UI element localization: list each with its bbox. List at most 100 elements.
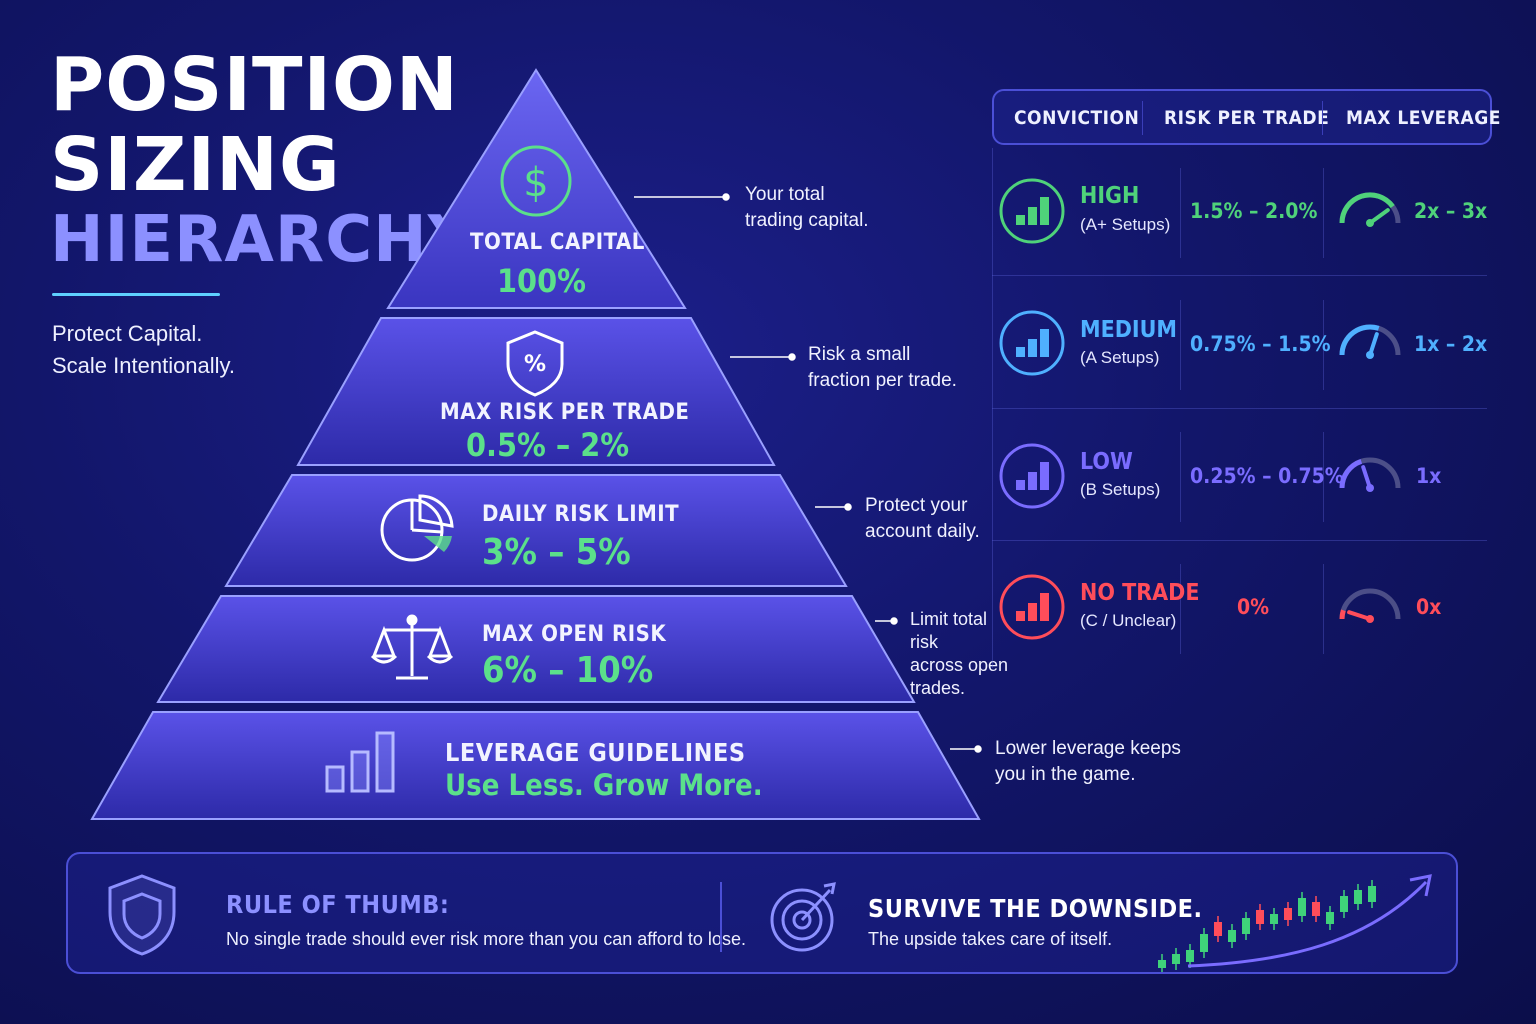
gauge-icon bbox=[1339, 192, 1401, 227]
conviction-bars-icon bbox=[999, 178, 1065, 244]
column-divider bbox=[1323, 300, 1324, 390]
tier-1-value: 100% bbox=[497, 262, 586, 300]
tier-4-title: MAX OPEN RISK bbox=[482, 622, 667, 647]
header-conviction: CONVICTION bbox=[1014, 107, 1140, 129]
callout-leaders bbox=[634, 193, 982, 753]
pyramid-tier-2 bbox=[296, 317, 776, 466]
gauge-icon bbox=[1339, 588, 1401, 623]
candle bbox=[1298, 892, 1306, 922]
leverage-value: 0x bbox=[1416, 595, 1442, 619]
conviction-sub: (C / Unclear) bbox=[1080, 611, 1177, 630]
column-divider bbox=[1323, 432, 1324, 522]
tagline-line-1: Protect Capital. bbox=[52, 321, 203, 346]
table-edge bbox=[992, 148, 993, 668]
conviction-label: HIGH bbox=[1080, 183, 1140, 209]
candle bbox=[1340, 890, 1348, 918]
callout-tier-5: Lower leverage keeps you in the game. bbox=[995, 736, 1181, 788]
leverage-value: 1x bbox=[1416, 464, 1442, 488]
scales-icon bbox=[370, 614, 454, 680]
pyramid-tier-4 bbox=[156, 595, 916, 703]
pyramid-tier-5 bbox=[90, 711, 981, 820]
callout-text: Your total bbox=[745, 184, 825, 205]
callout-tier-1: Your total trading capital. bbox=[745, 182, 869, 234]
footer-panel: RULE OF THUMB: No single trade should ev… bbox=[66, 852, 1458, 974]
column-divider bbox=[1180, 300, 1181, 390]
title-divider bbox=[52, 293, 220, 296]
risk-range: 0% bbox=[1237, 595, 1270, 619]
candle bbox=[1172, 948, 1180, 970]
row-divider bbox=[992, 408, 1487, 409]
candle bbox=[1214, 916, 1222, 942]
tier-1-title: TOTAL CAPITAL bbox=[470, 230, 645, 255]
column-divider bbox=[1180, 432, 1181, 522]
callout-text: account daily. bbox=[865, 521, 980, 542]
candle bbox=[1228, 924, 1236, 948]
callout-text: Lower leverage keeps bbox=[995, 738, 1181, 759]
candle bbox=[1256, 904, 1264, 930]
leverage-value: 2x – 3x bbox=[1414, 199, 1488, 223]
gauge-icon bbox=[1339, 457, 1401, 492]
row-divider bbox=[992, 275, 1487, 276]
conviction-sub: (A Setups) bbox=[1080, 348, 1160, 367]
title-line-2: SIZING bbox=[50, 122, 341, 208]
tagline: Protect Capital. Scale Intentionally. bbox=[52, 318, 235, 382]
header-risk-per-trade: RISK PER TRADE bbox=[1164, 107, 1330, 129]
conviction-label: NO TRADE bbox=[1080, 580, 1200, 606]
conviction-bars-icon bbox=[999, 574, 1065, 640]
conviction-bars-icon bbox=[999, 443, 1065, 509]
column-divider bbox=[1180, 564, 1181, 654]
rule-text: No single trade should ever risk more th… bbox=[226, 929, 746, 949]
column-divider bbox=[1180, 168, 1181, 258]
header-divider bbox=[1322, 101, 1323, 135]
tier-5-title: LEVERAGE GUIDELINES bbox=[445, 738, 746, 767]
candle bbox=[1326, 906, 1334, 930]
footer-divider bbox=[720, 882, 722, 952]
callout-text: risk bbox=[910, 632, 938, 652]
callout-text: across open bbox=[910, 655, 1009, 675]
tier-2-title: MAX RISK PER TRADE bbox=[440, 400, 690, 425]
conviction-sub: (B Setups) bbox=[1080, 480, 1161, 499]
rule-title: RULE OF THUMB: bbox=[226, 890, 450, 919]
header-divider bbox=[1142, 101, 1143, 135]
gauge-icon bbox=[1339, 324, 1401, 359]
callout-tier-2: Risk a small fraction per trade. bbox=[808, 342, 957, 394]
callout-text: fraction per trade. bbox=[808, 370, 957, 391]
tier-3-value: 3% – 5% bbox=[482, 532, 631, 573]
trend-arrowhead bbox=[1409, 874, 1432, 897]
trend-arrow bbox=[1187, 880, 1428, 968]
callout-text: you in the game. bbox=[995, 764, 1136, 785]
column-divider bbox=[1323, 168, 1324, 258]
conviction-table-header: CONVICTION RISK PER TRADE MAX LEVERAGE bbox=[992, 89, 1500, 145]
callout-text: trading capital. bbox=[745, 210, 869, 231]
candle bbox=[1354, 884, 1362, 910]
conviction-bars-icon bbox=[999, 310, 1065, 376]
header-max-leverage: MAX LEVERAGE bbox=[1346, 107, 1501, 129]
callout-text: Risk a small bbox=[808, 344, 911, 365]
title-line-3: HIERARCHY bbox=[50, 203, 476, 277]
candle bbox=[1200, 928, 1208, 958]
candle bbox=[1186, 944, 1194, 968]
dollar-circle-icon: $ bbox=[500, 145, 572, 217]
conviction-label: LOW bbox=[1080, 449, 1133, 475]
candle bbox=[1312, 896, 1320, 922]
tier-5-value: Use Less. Grow More. bbox=[445, 768, 763, 802]
pyramid-tier-1 bbox=[386, 68, 687, 309]
leverage-value: 1x – 2x bbox=[1414, 332, 1488, 356]
risk-range: 1.5% – 2.0% bbox=[1190, 199, 1318, 223]
percent-shield-icon: % bbox=[506, 330, 564, 397]
candle bbox=[1242, 912, 1250, 940]
survive-text: The upside takes care of itself. bbox=[868, 929, 1113, 949]
callout-text: Protect your bbox=[865, 495, 968, 516]
candle bbox=[1270, 908, 1278, 930]
conviction-label: MEDIUM bbox=[1080, 317, 1178, 343]
callout-tier-3: Protect your account daily. bbox=[865, 493, 980, 545]
svg-text:$: $ bbox=[523, 160, 548, 206]
callout-text: Limit total bbox=[910, 609, 988, 629]
candlestick-trend-icon bbox=[1158, 874, 1432, 972]
candle bbox=[1368, 880, 1376, 908]
tier-2-value: 0.5% – 2% bbox=[466, 426, 630, 464]
risk-range: 0.75% – 1.5% bbox=[1190, 332, 1331, 356]
tagline-line-2: Scale Intentionally. bbox=[52, 353, 236, 378]
